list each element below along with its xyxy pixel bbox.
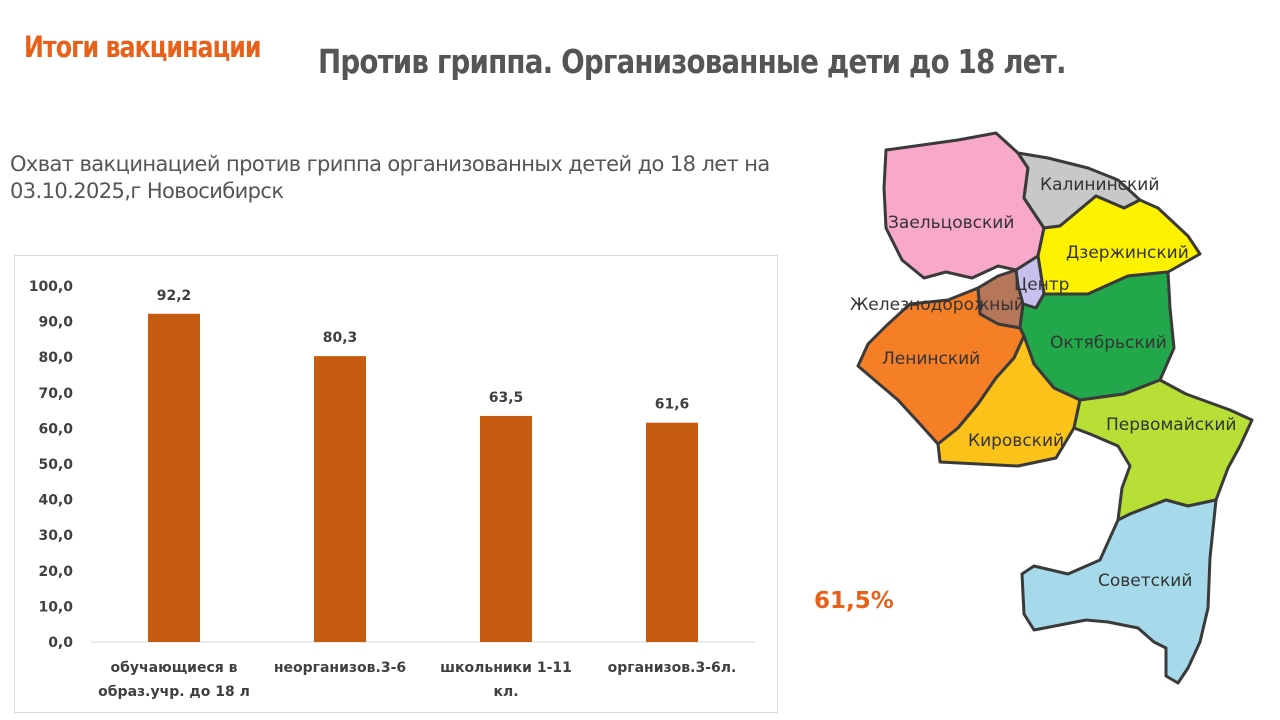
map-label-kalininsky: Калининский — [1040, 175, 1159, 195]
page-title: Против гриппа. Организованные дети до 18… — [318, 42, 1066, 81]
x-category-label: организов.3-6л. — [608, 660, 737, 676]
map-label-zaeltsovsky: Заельцовский — [888, 213, 1014, 233]
district-map: Заельцовский Калининский Дзержинский Цен… — [850, 131, 1254, 685]
chart-subtitle: Охват вакцинацией против гриппа организо… — [10, 152, 770, 203]
y-tick-label: 80,0 — [38, 350, 73, 366]
bar-chart-panel: 0,0 10,0 20,0 30,0 40,0 50,0 60,0 70,0 80,0 90,0 1… — [14, 255, 778, 713]
map-label-dzerzhinsky: Дзержинский — [1066, 243, 1189, 263]
bar — [148, 313, 200, 642]
map-label-tsentr: Центр — [1014, 275, 1069, 295]
bar-chart: 0,0 10,0 20,0 30,0 40,0 50,0 60,0 70,0 80,0 90,0 1… — [29, 279, 755, 700]
map-label-kirovsky: Кировский — [968, 431, 1064, 451]
bar — [314, 356, 366, 642]
section-tag: Итоги вакцинации — [24, 30, 262, 64]
x-category-label: обучающиеся в — [111, 660, 238, 676]
y-tick-label: 50,0 — [38, 457, 73, 473]
bar-value-label: 92,2 — [157, 288, 192, 304]
map-label-leninsky: Ленинский — [882, 349, 980, 369]
x-category-label: кл. — [493, 684, 518, 700]
y-tick-label: 10,0 — [38, 599, 73, 615]
y-tick-label: 30,0 — [38, 528, 73, 544]
district-kirovsky — [936, 334, 1082, 468]
map-label-zheleznodorozhny: Железнодорожный — [850, 295, 1025, 315]
y-tick-label: 40,0 — [38, 493, 73, 509]
coverage-total-label: 61,5% — [814, 588, 894, 614]
district-sovetsky — [1020, 498, 1218, 685]
x-category-label: неорганизов.3-6 — [274, 660, 406, 676]
map-label-pervomaisky: Первомайский — [1106, 415, 1236, 435]
district-labels: Заельцовский Калининский Дзержинский Цен… — [850, 175, 1236, 591]
y-tick-label: 0,0 — [48, 635, 73, 651]
y-tick-label: 60,0 — [38, 421, 73, 437]
x-category-label: школьники 1-11 — [440, 660, 572, 676]
bar — [480, 415, 532, 642]
y-tick-label: 90,0 — [38, 315, 73, 331]
bar-value-label: 80,3 — [323, 330, 358, 346]
district-pervomaisky — [1072, 378, 1254, 522]
bar-value-label: 63,5 — [489, 390, 524, 406]
bar-value-label: 61,6 — [655, 397, 690, 413]
y-tick-label: 100,0 — [29, 279, 74, 295]
y-tick-label: 70,0 — [38, 386, 73, 402]
y-tick-label: 20,0 — [38, 564, 73, 580]
bar — [646, 422, 698, 642]
map-label-oktyabrsky: Октябрьский — [1050, 333, 1167, 353]
map-label-sovetsky: Советский — [1098, 571, 1192, 591]
x-category-label: образ.учр. до 18 л — [98, 684, 250, 700]
